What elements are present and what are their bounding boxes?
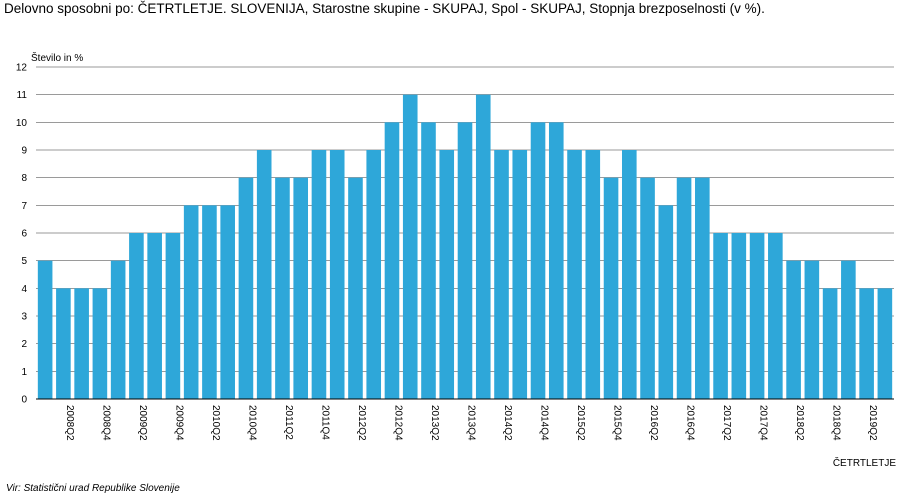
bar: 2012Q4: 10	[384, 122, 400, 399]
bar: 2014Q4: 10	[530, 122, 546, 399]
y-tick-label: 8	[21, 173, 27, 184]
bar: 2019Q1: 5	[841, 260, 856, 399]
y-tick-label: 11	[17, 90, 28, 101]
y-tick-label: 4	[21, 284, 27, 295]
y-tick-label: 0	[21, 395, 27, 406]
x-tick-label: 2009Q4	[173, 405, 184, 441]
x-tick-label: 2012Q4	[392, 405, 403, 441]
bar: 2012Q3: 9	[366, 150, 382, 399]
x-tick-label: 2013Q4	[466, 405, 477, 441]
x-tick-label: 2008Q2	[64, 405, 75, 441]
bar: 2008Q4: 4	[92, 288, 108, 399]
x-axis-label: ČETRTLETJE	[833, 456, 896, 469]
bar: 2012Q1: 9	[329, 150, 345, 399]
bar: 2009Q4: 6	[165, 233, 181, 399]
x-tick-label: 2008Q4	[100, 405, 111, 441]
bar: 2016Q3: 7	[658, 205, 674, 399]
bar: 2010Q1: 7	[183, 205, 199, 399]
bar: 2011Q4: 9	[311, 150, 327, 399]
x-tick-label: 2011Q4	[319, 405, 330, 440]
bar: 2011Q1: 9	[256, 150, 272, 399]
x-tick-label: 2015Q4	[612, 405, 623, 441]
bar: 2018Q3: 5	[804, 260, 820, 399]
x-tick-label: 2018Q4	[831, 405, 842, 441]
x-tick-label: 2014Q2	[502, 405, 513, 441]
bar: 2010Q2: 7	[202, 205, 217, 399]
bar: 2013Q1: 11	[402, 94, 418, 400]
source-note: Vir: Statistični urad Republike Slovenij…	[6, 483, 180, 494]
bar: 2014Q1: 11	[475, 94, 491, 400]
bar: 2009Q2: 6	[129, 233, 144, 399]
bar: 2013Q4: 10	[457, 122, 473, 399]
bar: 2017Q2: 6	[713, 233, 728, 399]
y-tick-label: 6	[21, 229, 27, 240]
bars: 2008Q1: 52008Q2: 42008Q3: 42008Q4: 42009…	[37, 94, 893, 400]
bar: 2008Q1: 5	[37, 260, 53, 399]
bar: 2013Q3: 9	[439, 150, 455, 399]
x-tick-label: 2016Q2	[648, 405, 659, 441]
bar: 2014Q3: 9	[512, 150, 528, 399]
x-tick-label: 2017Q4	[758, 405, 769, 441]
page-title: Delovno sposobni po: ČETRTLETJE. SLOVENI…	[4, 1, 765, 16]
bar: 2016Q4: 8	[676, 177, 692, 399]
y-tick-label: 3	[21, 312, 27, 323]
bar: 2015Q3: 9	[585, 150, 601, 399]
x-tick-label: 2015Q2	[575, 405, 586, 441]
x-tick-label: 2018Q2	[794, 405, 805, 441]
y-tick-label: 2	[21, 339, 27, 350]
bar: 2014Q2: 9	[494, 150, 509, 399]
x-tick-label: 2017Q2	[721, 405, 732, 441]
x-tick-label: 2019Q2	[867, 405, 878, 441]
x-tick-label: 2010Q2	[210, 405, 221, 441]
y-tick-label: 1	[21, 367, 27, 378]
bar: 2015Q2: 9	[567, 150, 582, 399]
bar: 2017Q3: 6	[731, 233, 747, 399]
x-tick-label: 2014Q4	[539, 405, 550, 441]
y-tick-label: 12	[16, 63, 28, 74]
bar: 2016Q2: 8	[640, 177, 655, 399]
bar: 2019Q3: 4	[877, 288, 893, 399]
bar: 2011Q3: 8	[293, 177, 309, 399]
bar: 2015Q4: 8	[603, 177, 619, 399]
bar: 2010Q4: 8	[238, 177, 254, 399]
bar: 2016Q1: 9	[621, 150, 637, 399]
bar: 2013Q2: 10	[421, 122, 436, 399]
y-tick-label: 9	[21, 146, 27, 157]
x-tick-label: 2010Q4	[246, 405, 257, 441]
y-tick-label: 10	[16, 118, 28, 129]
x-tick-label: 2011Q2	[283, 405, 294, 440]
y-tick-label: 7	[21, 201, 27, 212]
bar: 2008Q3: 4	[74, 288, 89, 399]
bar: 2018Q4: 4	[822, 288, 838, 399]
bar: 2015Q1: 10	[548, 122, 564, 399]
x-tick-label: 2013Q2	[429, 405, 440, 441]
bar: 2009Q3: 6	[147, 233, 162, 399]
bar: 2009Q1: 5	[110, 260, 126, 399]
x-axis-ticks: 2008Q2 2008Q4 2009Q2 2009Q4 2010Q2 2010Q4 2011…	[64, 405, 878, 441]
bar: 2019Q2: 4	[859, 288, 874, 399]
bar: 2018Q1: 6	[768, 233, 783, 399]
y-tick-label: 5	[21, 256, 27, 267]
bar: 2017Q4: 6	[749, 233, 765, 399]
bar: 2012Q2: 8	[348, 177, 363, 399]
y-axis-label: Število in %	[31, 51, 83, 64]
bar: 2010Q3: 7	[220, 205, 235, 399]
bar: 2011Q2: 8	[275, 177, 290, 399]
x-tick-label: 2009Q2	[137, 405, 148, 441]
bar: 2018Q2: 5	[786, 260, 801, 399]
bar: 2008Q2: 4	[56, 288, 71, 399]
x-tick-label: 2016Q4	[685, 405, 696, 441]
bar: 2017Q1: 8	[695, 177, 710, 399]
x-tick-label: 2012Q2	[356, 405, 367, 441]
